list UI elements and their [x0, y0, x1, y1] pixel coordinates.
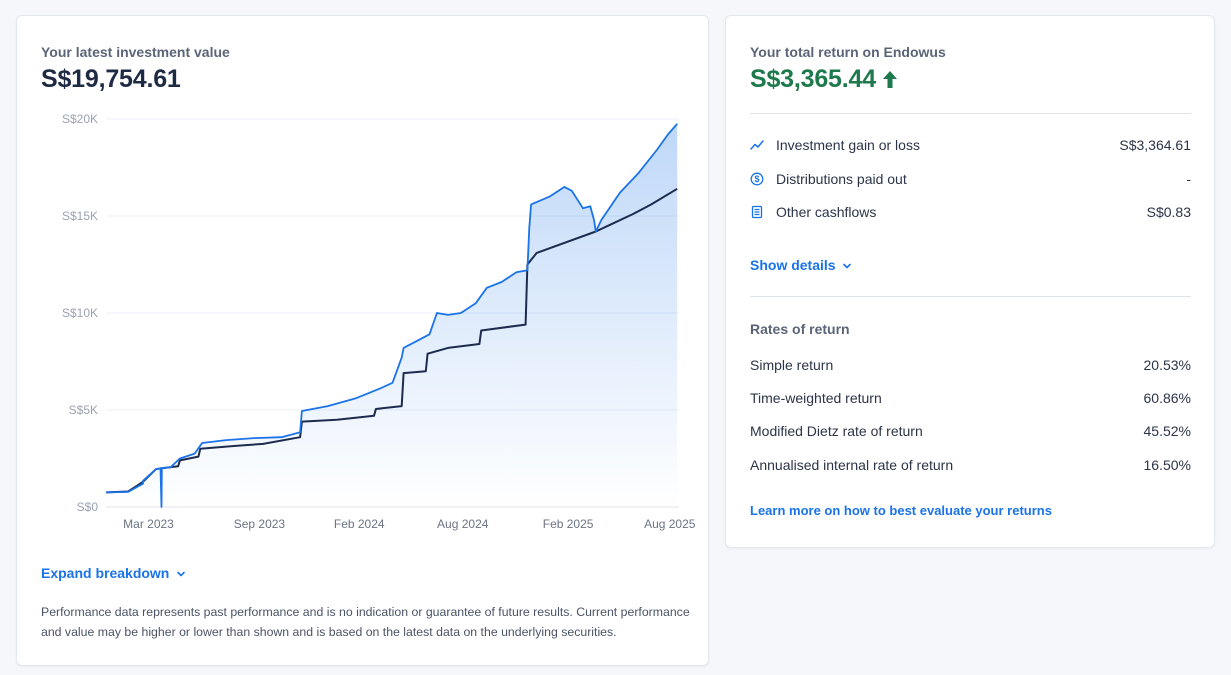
total-return-card: Your total return on Endowus S$3,365.44 …	[725, 15, 1215, 548]
arrow-up-icon	[882, 71, 897, 88]
investment-value-card: Your latest investment value S$19,754.61…	[16, 15, 709, 666]
chevron-down-icon	[177, 571, 186, 577]
return-item-investment-gain: Investment gain or loss S$3,364.61	[750, 134, 1191, 156]
chart-series	[105, 123, 678, 508]
chart-area-fill	[106, 123, 678, 508]
expand-breakdown-button[interactable]: Expand breakdown	[41, 565, 186, 581]
investment-value-title: Your latest investment value	[41, 44, 230, 60]
rate-label: Annualised internal rate of return	[750, 457, 954, 473]
show-details-label: Show details	[750, 257, 836, 273]
total-return-amount: S$3,365.44	[750, 65, 876, 93]
x-tick-label: Mar 2023	[123, 517, 174, 531]
y-tick-label: S$0	[77, 500, 99, 514]
y-tick-label: S$20K	[62, 112, 98, 126]
rate-label: Time-weighted return	[750, 390, 882, 406]
total-return-amount-wrap: S$3,365.44	[750, 65, 898, 94]
x-tick-label: Feb 2025	[543, 517, 594, 531]
chevron-down-icon	[843, 263, 852, 269]
show-details-button[interactable]: Show details	[750, 257, 852, 273]
divider	[750, 296, 1191, 297]
y-tick-label: S$10K	[62, 306, 98, 320]
rate-row-time-weighted: Time-weighted return 60.86%	[750, 387, 1191, 409]
return-item-value: S$3,364.61	[1119, 137, 1191, 153]
x-tick-label: Aug 2025	[644, 517, 696, 531]
chart-x-axis: Mar 2023 Sep 2023 Feb 2024 Aug 2024 Feb 2025…	[123, 517, 696, 531]
rates-of-return-title: Rates of return	[750, 321, 850, 337]
investment-value-amount: S$19,754.61	[41, 65, 181, 93]
rate-value: 16.50%	[1143, 457, 1191, 473]
rate-row-simple: Simple return 20.53%	[750, 354, 1191, 376]
rate-row-annualised-irr: Annualised internal rate of return 16.50…	[750, 454, 1191, 476]
expand-breakdown-label: Expand breakdown	[41, 565, 170, 581]
x-tick-label: Feb 2024	[334, 517, 385, 531]
rate-label: Modified Dietz rate of return	[750, 423, 923, 439]
investment-value-line	[105, 123, 678, 508]
divider	[750, 113, 1191, 114]
return-item-label: Distributions paid out	[776, 171, 907, 187]
rate-value: 60.86%	[1143, 390, 1191, 406]
return-item-value: -	[1186, 171, 1191, 187]
trend-line-icon	[750, 138, 764, 152]
return-item-label: Investment gain or loss	[776, 137, 920, 153]
rate-label: Simple return	[750, 357, 834, 373]
return-item-value: S$0.83	[1146, 204, 1191, 220]
investment-value-area	[106, 123, 678, 508]
chart-y-axis: S$0 S$5K S$10K S$15K S$20K	[62, 112, 98, 514]
performance-disclaimer: Performance data represents past perform…	[41, 605, 690, 639]
x-tick-label: Aug 2024	[437, 517, 489, 531]
svg-text:$: $	[754, 174, 759, 184]
return-item-distributions: $ Distributions paid out -	[750, 168, 1191, 190]
net-invested-line	[105, 187, 678, 494]
total-return-title: Your total return on Endowus	[750, 44, 946, 60]
return-item-label: Other cashflows	[776, 204, 877, 220]
return-item-other-cashflows: Other cashflows S$0.83	[750, 201, 1191, 223]
learn-more-link[interactable]: Learn more on how to best evaluate your …	[750, 503, 1052, 518]
y-tick-label: S$5K	[69, 403, 98, 417]
investment-chart[interactable]: S$0 S$5K S$10K S$15K S$20K Mar 2023 Sep 2023 F…	[17, 16, 708, 556]
dollar-coin-icon: $	[750, 172, 764, 186]
x-tick-label: Sep 2023	[234, 517, 286, 531]
y-tick-label: S$15K	[62, 209, 98, 223]
rate-row-modified-dietz: Modified Dietz rate of return 45.52%	[750, 420, 1191, 442]
list-document-icon	[750, 205, 764, 219]
rate-value: 45.52%	[1143, 423, 1191, 439]
rate-value: 20.53%	[1143, 357, 1191, 373]
